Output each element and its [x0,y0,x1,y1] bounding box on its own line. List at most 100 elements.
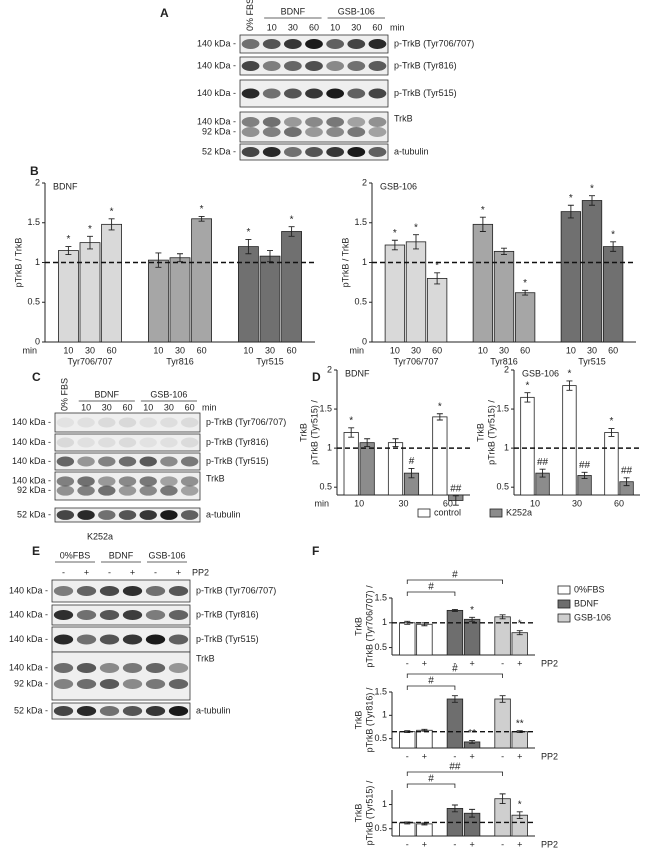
legend-label: control [434,507,461,517]
significance-mark: * [290,214,294,225]
blot-band [139,437,157,448]
blot-band [160,485,178,496]
y-axis-label: pTrkB (Tyr515) / [486,400,496,465]
panel-label: A [160,6,169,20]
legend-label: 0%FBS [574,584,605,594]
blot-band [99,610,120,620]
blot-band [118,456,137,467]
blot-band [180,485,199,496]
blot-strip [51,626,191,653]
x-tick-label: + [469,658,474,668]
error-bar [452,495,459,506]
y-tick-label: 1.5 [319,403,332,413]
blot-band [56,476,75,487]
blot-lane-label: - [154,567,157,577]
error-bar [589,195,595,206]
panel-label: F [312,544,319,558]
bar [384,244,406,343]
error-bar [413,234,419,250]
blot-band [118,437,137,448]
kda-label: 52 kDa - [202,146,236,156]
blot-band [77,417,95,428]
significance-mark: * [518,618,522,629]
bar [191,218,213,343]
bar [511,632,528,656]
error-bar [451,804,458,813]
kda-label: 140 kDa - [12,437,51,447]
y-axis-label: TrkB [475,423,485,442]
significance-mark: ## [621,465,633,476]
blot-group-label: BDNF [281,6,306,16]
blot-band [305,127,323,137]
blot-band [283,39,302,49]
x-tick-label: 10 [530,498,540,508]
significance-mark: * [200,204,204,215]
significance-mark: # [409,456,415,467]
y-tick-label: 1.5 [374,592,387,602]
kda-label: 140 kDa - [12,456,51,466]
legend-swatch [417,508,431,518]
blot-band [326,88,345,99]
significance-mark: * [110,206,114,217]
blot-band [76,663,97,673]
blot-band [139,456,157,467]
blot-band [98,456,116,467]
blot-lane-label: 30 [164,402,174,412]
y-axis-label: pTrkB / TrkB [340,238,350,288]
blot-band [139,510,157,520]
y-tick-label: 0.5 [354,297,367,307]
error-bar [566,380,573,391]
blot-band [347,88,366,99]
significance-mark: * [414,222,418,233]
bar [169,257,191,343]
blot-band [347,127,366,137]
blot-band [262,127,281,137]
blot-band [168,586,189,596]
x-tick-label: 60 [443,498,453,508]
blot-band [122,679,143,689]
error-bar [348,427,355,438]
x-tick-label: + [517,839,522,849]
blot-band [305,39,323,49]
error-bar [539,468,546,478]
blot-band [145,610,166,620]
comparison-bracket [406,685,456,690]
bar [602,246,624,343]
error-bar [408,467,415,479]
blot-row-label: p-TrkB (Tyr706/707) [394,38,474,48]
blot-band [77,510,95,520]
blot-band [368,147,387,157]
blot-band [98,476,116,487]
x-tick-label: 30 [85,345,95,355]
significance-mark: * [567,369,571,380]
y-axis-label: pTrkB (Tyr515) / [309,400,319,465]
blot-row-label: a-tubulin [394,146,429,156]
blot-group-label: BDNF [95,389,120,399]
blot-band [160,437,178,448]
error-bar [516,730,523,734]
blot-unit: min [390,22,405,32]
kda-label: 52 kDa - [17,509,51,519]
error-bar [267,250,273,263]
x-tick-label: 30 [265,345,275,355]
blot-row-label: p-TrkB (Tyr816) [394,60,457,70]
blot-row-label: TrkB [206,473,225,483]
blot-band [53,663,74,673]
significance-mark: ## [537,457,549,468]
y-tick-label: 1.5 [496,403,509,413]
significance-mark: ** [516,718,524,729]
blot-band [368,88,387,99]
y-tick-label: 1 [327,443,332,453]
x-tick-label: 10 [478,345,488,355]
kda-label: 140 kDa - [9,585,48,595]
kda-label: 140 kDa - [9,609,48,619]
bar [405,241,427,343]
x-tick-label: 30 [175,345,185,355]
blot-band [241,147,260,157]
chart-title: BDNF [345,368,370,378]
error-bar [108,218,115,231]
blot-band [99,586,120,596]
blot-band [347,39,366,49]
bar [472,223,494,343]
blot-band [180,476,199,487]
